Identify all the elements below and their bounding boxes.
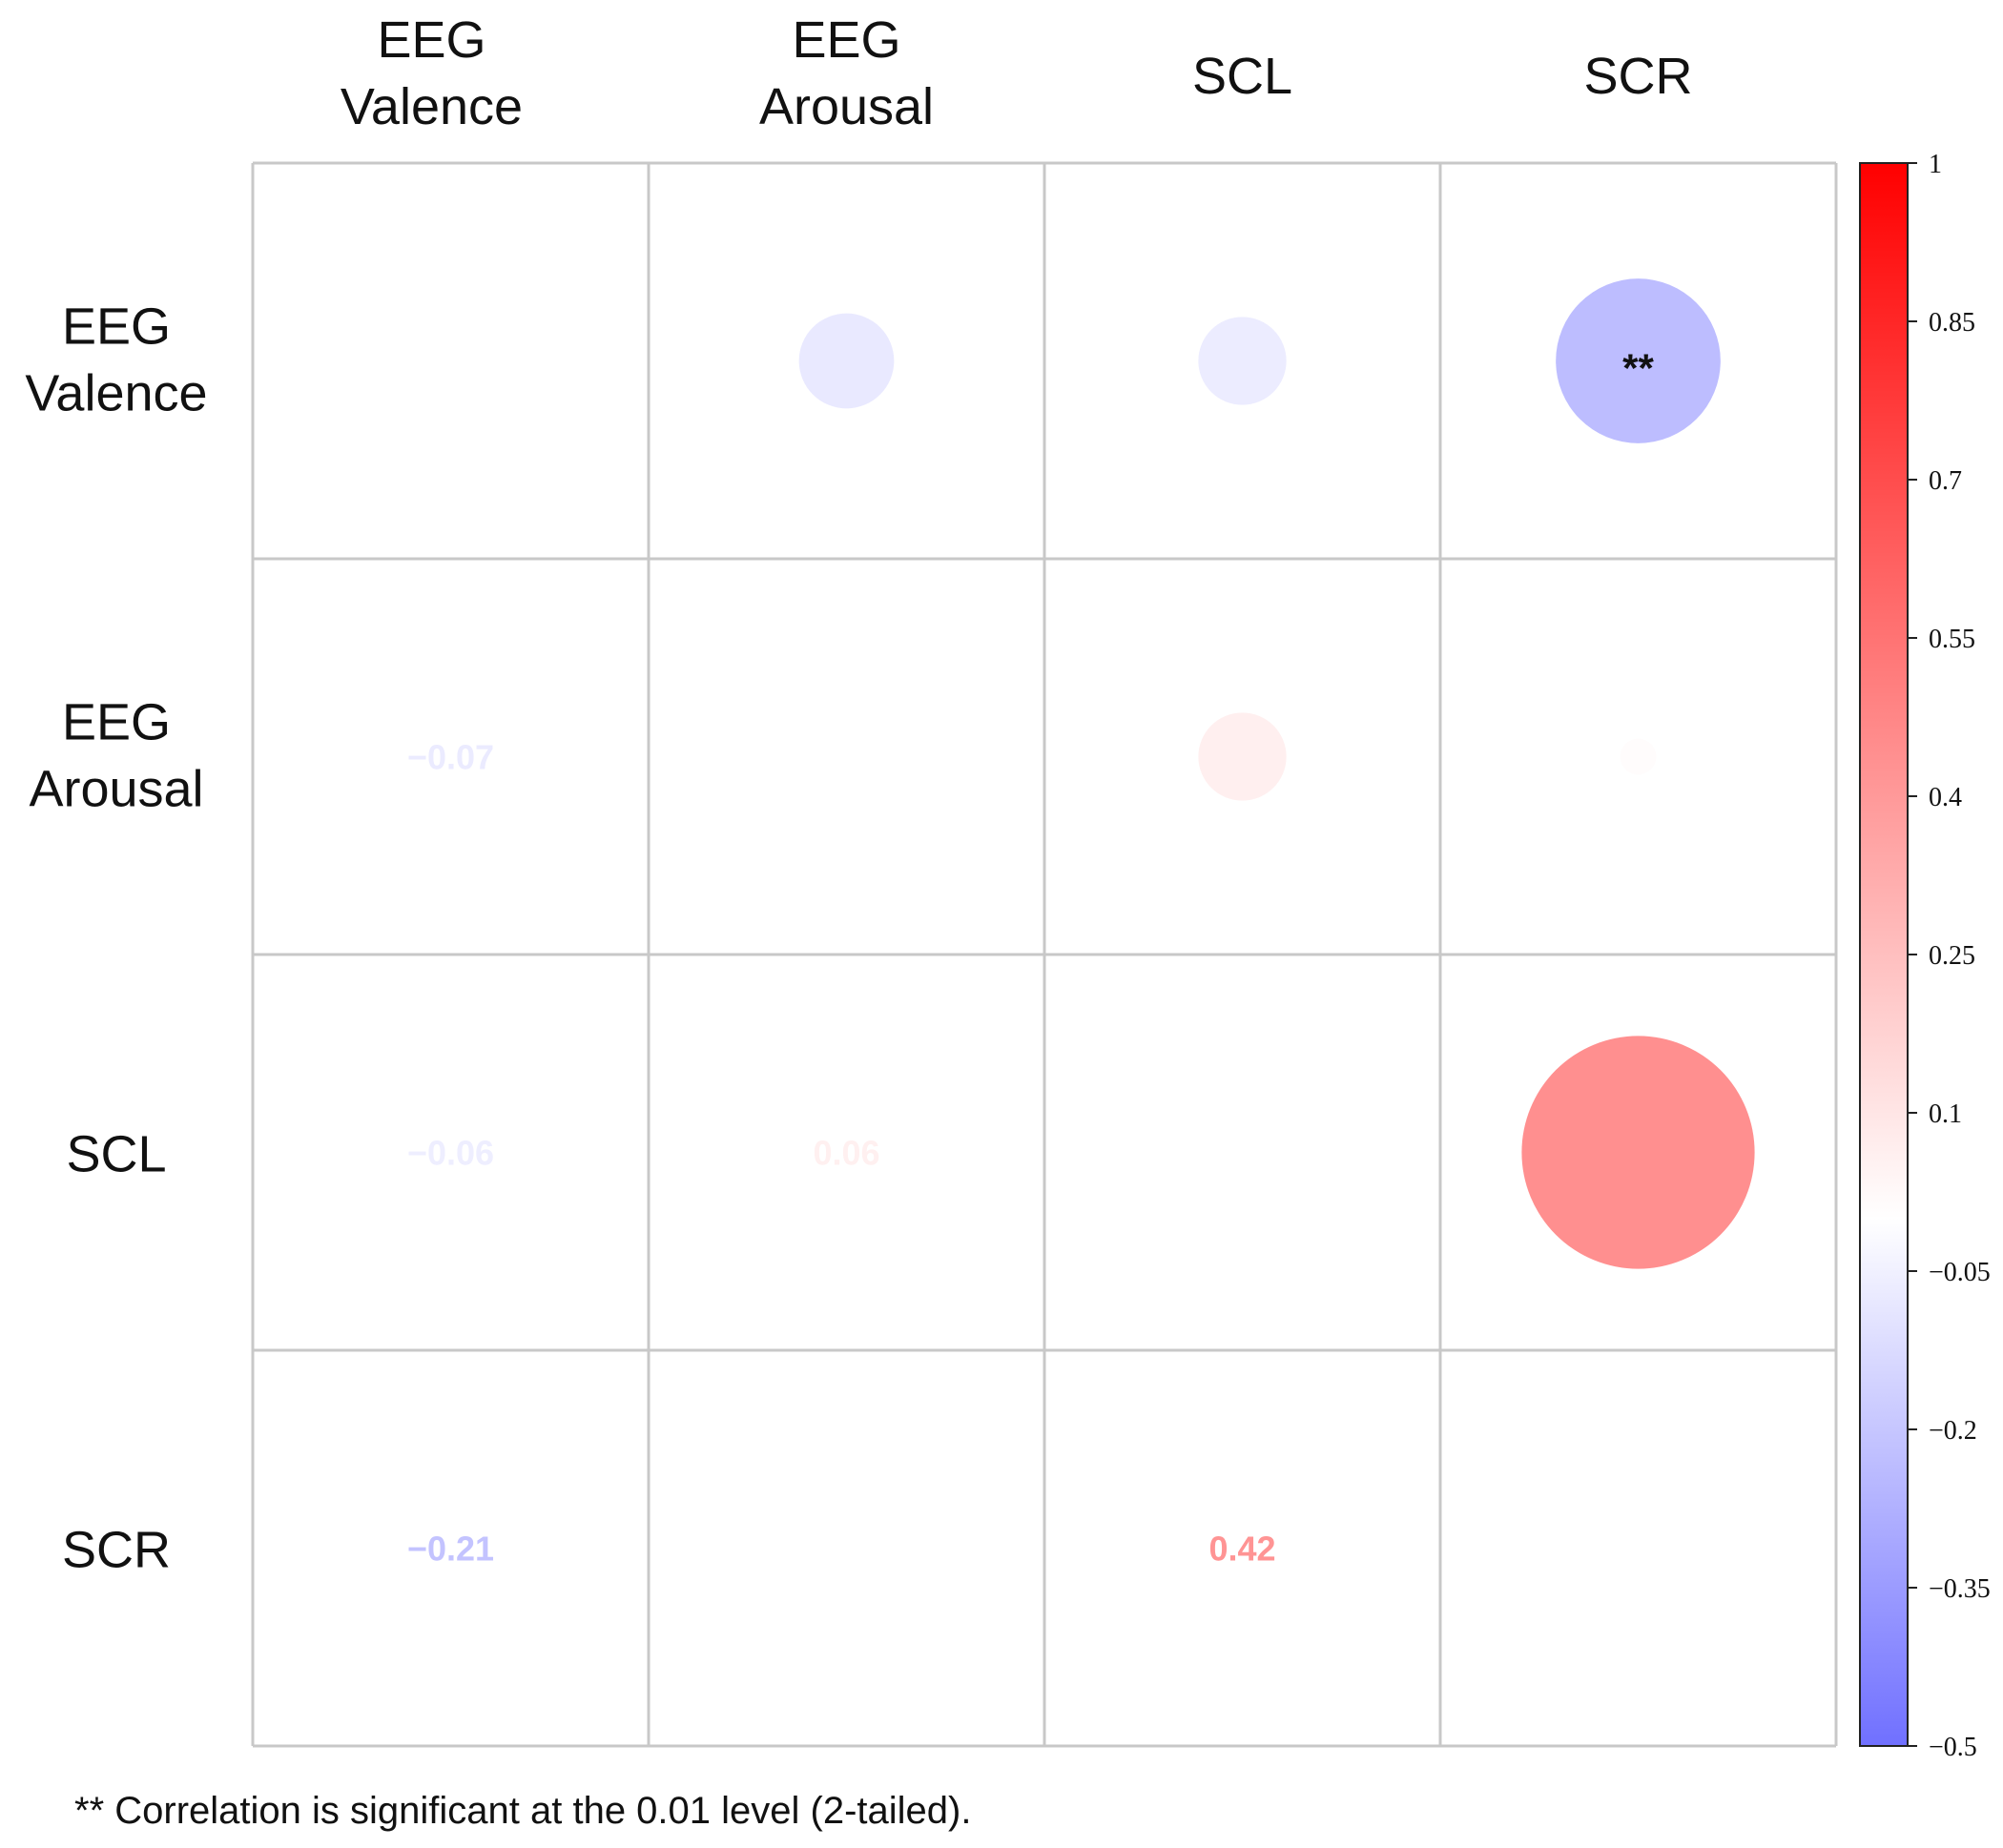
colorbar-tick-label: −0.35 [1929,1574,1991,1604]
column-label: Arousal [759,78,934,135]
colorbar-tick-label: −0.5 [1929,1733,1977,1762]
column-label: Valence [341,78,523,135]
matrix-marks: −0.07 −0.06 0.06 −0.21 0.42 ** [407,278,1755,1569]
row-label: Arousal [29,761,203,818]
cell-value-label: 0.06 [813,1134,879,1173]
colorbar-tick-label: 0.4 [1929,783,1962,812]
colorbar-gradient [1859,162,1909,1747]
colorbar: 1 0.85 0.7 0.55 0.4 0.25 0.1 −0.05 −0.2 −0.35 −0.5 [1859,150,1991,1762]
cell-value-label: −0.21 [407,1530,494,1569]
column-label: EEG [377,11,485,69]
row-label: EEG [62,298,171,356]
cell-value-label: 0.42 [1208,1530,1275,1569]
row-label: Valence [25,365,207,422]
colorbar-tick-label: −0.2 [1929,1416,1977,1446]
colorbar-tick-label: 0.85 [1929,308,1975,338]
colorbar-tick-label: 0.55 [1929,625,1975,654]
correlation-circle [798,313,895,409]
colorbar-tick-label: 0.7 [1929,466,1962,496]
cell-value-label: −0.07 [407,738,494,777]
matrix-grid [251,161,1838,1748]
row-label: SCL [66,1126,166,1183]
colorbar-tick-label: −0.05 [1929,1258,1991,1287]
cell-value-label: −0.06 [407,1134,494,1173]
correlation-circle [1521,1036,1755,1269]
colorbar-tick-label: 1 [1929,150,1942,179]
correlation-circle [1620,738,1657,775]
correlation-circle [1556,278,1721,443]
correlation-circle [1198,317,1287,405]
colorbar-tick-label: 0.25 [1929,941,1975,971]
column-label: EEG [792,11,900,69]
significance-mark: ** [1622,346,1654,391]
colorbar-tick-label: 0.1 [1929,1099,1962,1129]
column-label: SCL [1192,48,1292,105]
row-label: EEG [62,694,171,751]
significance-footnote: ** Correlation is significant at the 0.0… [74,1790,971,1832]
column-label: SCR [1583,48,1692,105]
correlation-circle [1198,712,1287,801]
row-label: SCR [62,1522,171,1579]
axis-labels: EEG Valence EEG Arousal SCL SCR EEG Valence EEG A… [25,11,1692,1579]
